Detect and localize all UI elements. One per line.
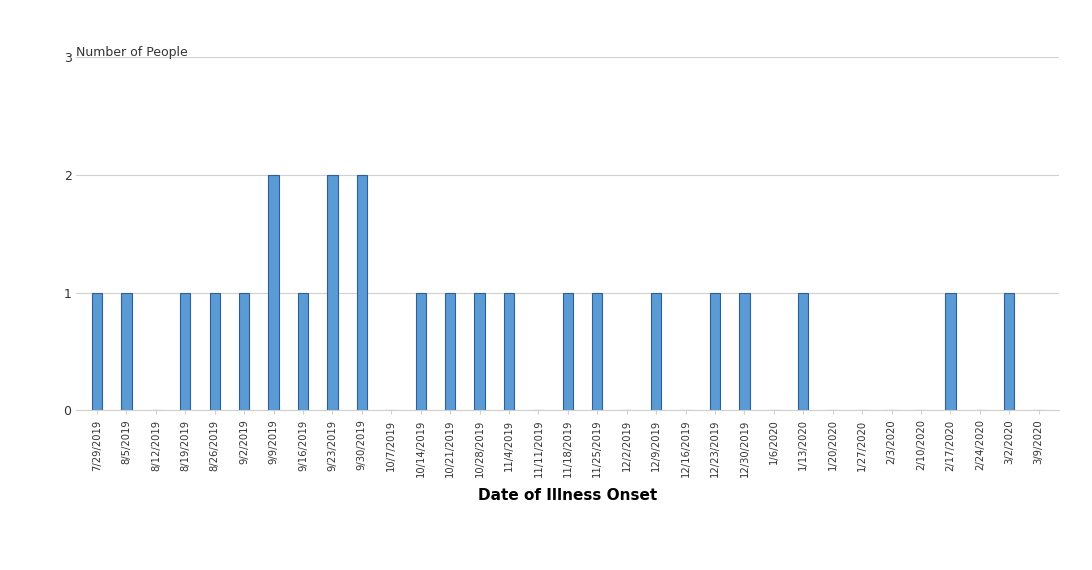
Bar	[739, 292, 749, 410]
Bar	[210, 292, 219, 410]
Bar	[180, 292, 190, 410]
Text: Number of People: Number of People	[76, 46, 188, 59]
Bar	[474, 292, 485, 410]
Bar	[710, 292, 720, 410]
Bar	[416, 292, 426, 410]
Bar	[357, 175, 367, 410]
Bar	[1004, 292, 1014, 410]
Bar	[269, 175, 278, 410]
Bar	[121, 292, 132, 410]
Bar	[298, 292, 308, 410]
Bar	[503, 292, 514, 410]
X-axis label: Date of Illness Onset: Date of Illness Onset	[478, 488, 657, 503]
Bar	[592, 292, 603, 410]
Bar	[444, 292, 455, 410]
Bar	[562, 292, 573, 410]
Bar	[798, 292, 808, 410]
Bar	[239, 292, 249, 410]
Bar	[328, 175, 337, 410]
Bar	[651, 292, 662, 410]
Bar	[946, 292, 956, 410]
Bar	[92, 292, 103, 410]
